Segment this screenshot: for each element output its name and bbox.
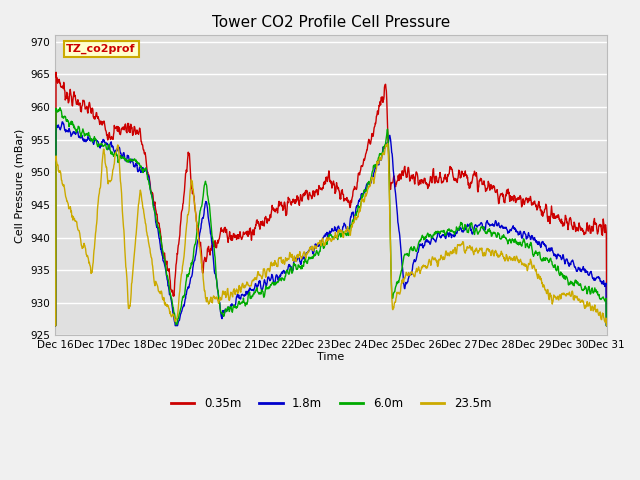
- Y-axis label: Cell Pressure (mBar): Cell Pressure (mBar): [15, 128, 25, 242]
- X-axis label: Time: Time: [317, 352, 344, 361]
- Legend: 0.35m, 1.8m, 6.0m, 23.5m: 0.35m, 1.8m, 6.0m, 23.5m: [166, 392, 496, 415]
- Text: TZ_co2prof: TZ_co2prof: [67, 44, 136, 54]
- Title: Tower CO2 Profile Cell Pressure: Tower CO2 Profile Cell Pressure: [212, 15, 450, 30]
